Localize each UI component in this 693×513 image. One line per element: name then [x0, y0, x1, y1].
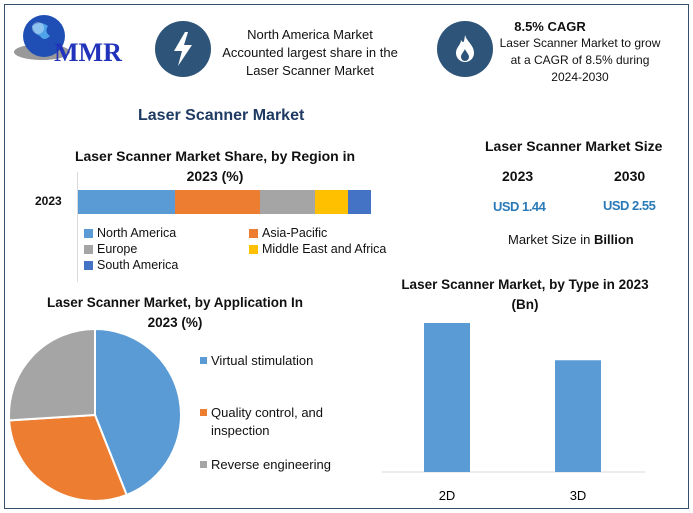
type-chart-title: Laser Scanner Market, by Type in 2023 (B…: [375, 275, 675, 315]
cagr-title: 8.5% CAGR: [514, 19, 586, 34]
legend-swatch: [200, 461, 207, 468]
note-unit: Billion: [593, 232, 634, 247]
main-title: Laser Scanner Market: [138, 107, 305, 124]
application-legend: Virtual stimulation Quality control, and …: [200, 352, 350, 508]
legend-swatch: [200, 409, 207, 416]
x-tick-label: 2D: [439, 488, 456, 503]
legend-item: Middle East and Africa: [249, 242, 409, 256]
legend-item: South America: [84, 258, 249, 272]
legend-label: Middle East and Africa: [262, 242, 387, 256]
legend-label: Reverse engineering: [211, 457, 331, 472]
region-bar-segment: [347, 190, 371, 214]
pie-slice: [8, 327, 96, 422]
type-bar: [555, 360, 601, 472]
mmr-logo: MMR: [12, 12, 122, 67]
legend-label: Asia-Pacific: [262, 226, 328, 240]
region-stacked-bar: [78, 190, 371, 214]
legend-label: Virtual stimulation: [211, 353, 314, 368]
logo-text: MMR: [54, 38, 122, 67]
highlight-line: Laser Scanner Market to grow: [499, 36, 661, 50]
legend-swatch: [249, 244, 258, 254]
type-bar: [424, 323, 470, 472]
region-bar-segment: [259, 190, 316, 214]
flame-icon: [437, 21, 493, 77]
legend-swatch: [84, 244, 93, 254]
legend-item: North America: [84, 226, 249, 240]
highlight-north-america: North America Market Accounted largest s…: [210, 26, 410, 80]
pie-slice: [8, 413, 128, 502]
title-line: Laser Scanner Market Share, by Region in: [74, 148, 356, 164]
highlight-line: Laser Scanner Market: [246, 63, 374, 78]
title-line: 2023 (%): [186, 168, 244, 184]
x-tick-label: 3D: [570, 488, 587, 503]
application-chart-title: Laser Scanner Market, by Application In …: [20, 293, 330, 333]
legend-item: Virtual stimulation: [200, 352, 350, 370]
market-size-value-2023: USD 1.44: [493, 199, 546, 214]
axis-line: [77, 172, 78, 282]
legend-swatch: [249, 228, 258, 238]
region-bar-segment: [174, 190, 260, 214]
infographic-frame: [4, 4, 689, 509]
pie-slice: [94, 327, 182, 497]
legend-label: Europe: [97, 242, 138, 256]
globe-icon: [14, 15, 70, 60]
legend-item: Reverse engineering: [200, 456, 350, 474]
legend-swatch: [84, 260, 93, 270]
region-bar-segment: [315, 190, 348, 214]
title-line: (Bn): [511, 297, 539, 312]
market-size-title: Laser Scanner Market Size: [485, 138, 663, 154]
highlight-cagr: 8.5% CAGR Laser Scanner Market to grow a…: [490, 18, 670, 86]
title-line: Laser Scanner Market, by Application In: [46, 295, 304, 310]
region-legend: North America Asia-Pacific Europe Middle Ea…: [84, 226, 404, 272]
region-chart-title: Laser Scanner Market Share, by Region in…: [60, 146, 370, 186]
market-size-year-2023: 2023: [502, 168, 534, 184]
application-pie-chart: [8, 327, 182, 502]
title-line: Laser Scanner Market, by Type in 2023: [401, 277, 649, 292]
legend-label: Quality control, and inspection: [211, 405, 324, 438]
legend-item: Quality control, and inspection: [200, 404, 350, 440]
legend-label: North America: [97, 226, 177, 240]
legend-item: Europe: [84, 242, 249, 256]
highlight-line: North America Market: [247, 27, 373, 42]
legend-swatch: [200, 357, 207, 364]
highlight-line: Accounted largest share in the: [222, 45, 398, 60]
highlight-line: at a CAGR of 8.5% during: [510, 53, 650, 67]
region-category-label: 2023: [35, 194, 62, 208]
market-size-note: Market Size in Billion: [508, 232, 634, 247]
legend-label: South America: [97, 258, 179, 272]
region-bar-segment: [78, 190, 175, 214]
market-size-value-2030: USD 2.55: [603, 198, 656, 213]
legend-item: Asia-Pacific: [249, 226, 409, 240]
market-size-year-2030: 2030: [614, 168, 646, 184]
note-text: Market Size in: [508, 232, 594, 247]
highlight-line: 2024-2030: [551, 70, 609, 84]
title-line: 2023 (%): [147, 315, 203, 330]
legend-swatch: [84, 228, 93, 238]
lightning-icon: [155, 21, 211, 77]
type-bar-chart: 2D 3D: [382, 323, 645, 503]
